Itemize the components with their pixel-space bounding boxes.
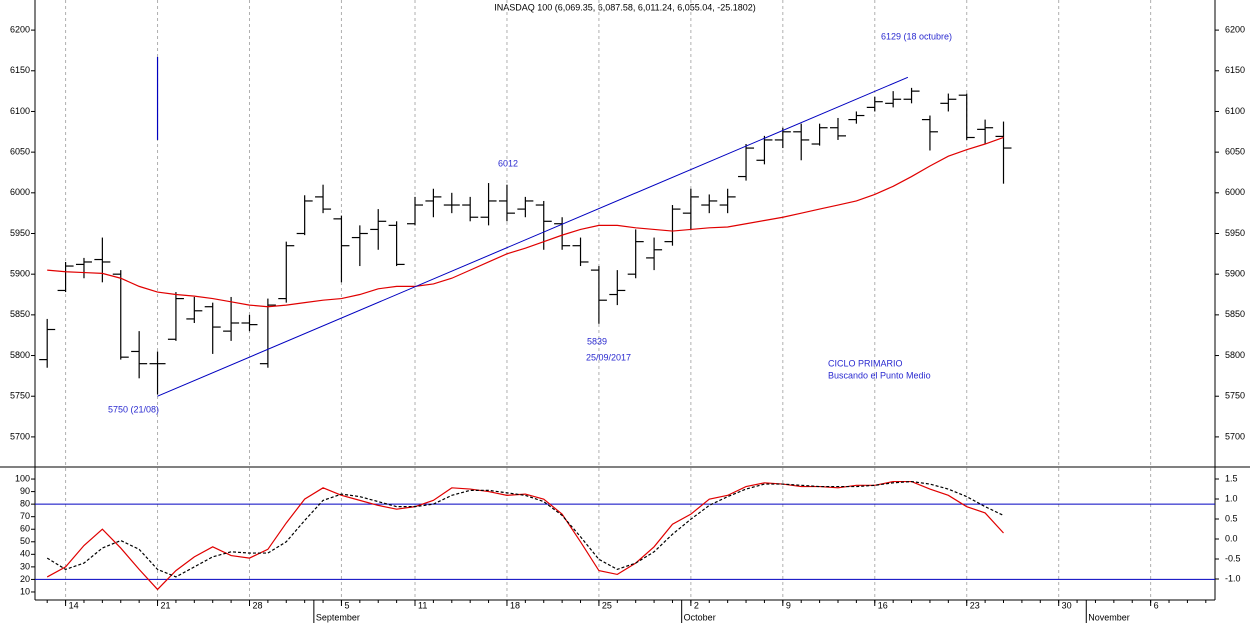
y-tick-label: 70 <box>20 511 30 521</box>
x-tick-label: 16 <box>878 600 888 610</box>
y-tick-label: 6100 <box>10 106 30 116</box>
y2-tick-label: 0.5 <box>1225 513 1238 523</box>
y2-tick-label: 5900 <box>1225 269 1245 279</box>
y2-tick-label: -0.5 <box>1225 553 1241 563</box>
y2-tick-label: 6050 <box>1225 147 1245 157</box>
y2-tick-label: 1.5 <box>1225 473 1238 483</box>
x-tick-label: 9 <box>786 600 791 610</box>
y2-tick-label: 5950 <box>1225 228 1245 238</box>
y-tick-label: 5800 <box>10 350 30 360</box>
y-tick-label: 20 <box>20 574 30 584</box>
y-tick-label: 100 <box>15 473 30 483</box>
x-tick-label: 28 <box>252 600 262 610</box>
annotation: 6012 <box>498 158 518 168</box>
y-tick-label: 5750 <box>10 391 30 401</box>
y-tick-label: 6150 <box>10 65 30 75</box>
y-tick-label: 60 <box>20 524 30 534</box>
y-tick-label: 50 <box>20 536 30 546</box>
x-tick-label: 30 <box>1062 600 1072 610</box>
x-tick-label: 11 <box>418 600 427 610</box>
annotation: CICLO PRIMARIO <box>828 358 903 368</box>
y2-tick-label: 5700 <box>1225 431 1245 441</box>
y2-tick-label: 5750 <box>1225 391 1245 401</box>
x-tick-label: 18 <box>510 600 520 610</box>
x-tick-label: 23 <box>970 600 980 610</box>
y2-tick-label: -1.0 <box>1225 573 1241 583</box>
annotation: 5839 <box>587 336 607 346</box>
y2-tick-label: 6150 <box>1225 65 1245 75</box>
month-label: November <box>1088 612 1130 622</box>
x-tick-label: 6 <box>1154 600 1159 610</box>
annotation: 5750 (21/08) <box>108 404 159 414</box>
y-tick-label: 6000 <box>10 187 30 197</box>
y-tick-label: 5900 <box>10 269 30 279</box>
annotation: 25/09/2017 <box>586 352 631 362</box>
x-tick-label: 25 <box>602 600 612 610</box>
y-tick-label: 90 <box>20 486 30 496</box>
month-label: September <box>316 612 360 622</box>
trendline <box>157 76 909 397</box>
y-tick-label: 30 <box>20 561 30 571</box>
y-tick-label: 5950 <box>10 228 30 238</box>
y2-tick-label: 5850 <box>1225 309 1245 319</box>
x-tick-label: 2 <box>694 600 699 610</box>
line-series <box>46 480 1004 578</box>
x-tick-label: 5 <box>344 600 349 610</box>
y-tick-label: 40 <box>20 549 30 559</box>
x-tick-label: 21 <box>161 600 171 610</box>
line-series <box>47 136 1004 308</box>
x-tick-label: 14 <box>69 600 79 610</box>
y2-tick-label: 5800 <box>1225 350 1245 360</box>
y2-tick-label: 6200 <box>1225 24 1245 34</box>
y-tick-label: 6200 <box>10 24 30 34</box>
y2-tick-label: 1.0 <box>1225 493 1238 503</box>
y-tick-label: 5850 <box>10 309 30 319</box>
annotation: 6129 (18 octubre) <box>881 31 952 41</box>
y-tick-label: 10 <box>20 586 30 596</box>
y-tick-label: 5700 <box>10 431 30 441</box>
chart-title: INASDAQ 100 (6,069.35, 6,087.58, 6,011.2… <box>494 2 756 12</box>
annotation: Buscando el Punto Medio <box>828 370 931 380</box>
y-tick-label: 80 <box>20 499 30 509</box>
y2-tick-label: 6100 <box>1225 106 1245 116</box>
y2-tick-label: 0.0 <box>1225 533 1238 543</box>
month-label: October <box>684 612 716 622</box>
y2-tick-label: 6000 <box>1225 187 1245 197</box>
y-tick-label: 6050 <box>10 147 30 157</box>
